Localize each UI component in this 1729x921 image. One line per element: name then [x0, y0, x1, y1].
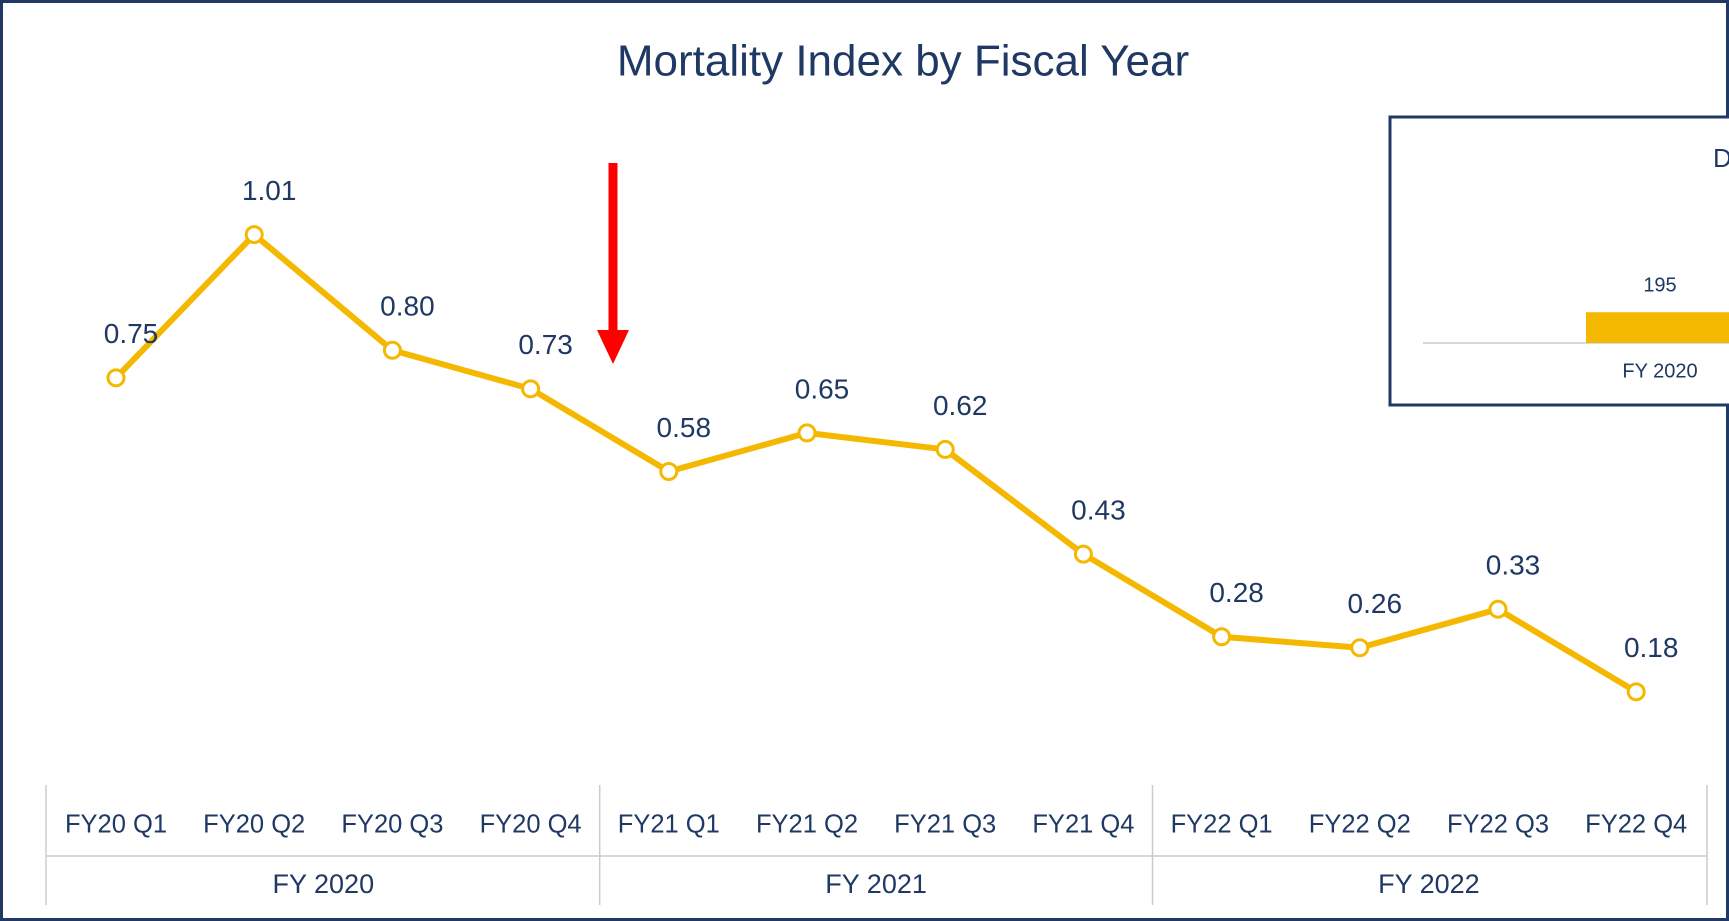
data-label: 0.62: [933, 390, 988, 421]
x-tick-label: FY21 Q2: [756, 811, 858, 839]
data-label: 195: [1643, 274, 1676, 296]
marker: [1488, 599, 1508, 619]
line: [113, 231, 1638, 695]
chart-title: Mortality Index by Fiscal Year: [617, 37, 1189, 86]
data-label: 1.01: [242, 175, 297, 206]
inset-box: [1388, 115, 1729, 407]
group-label: FY 2022: [1378, 869, 1480, 899]
annotation-arrow: [597, 163, 629, 364]
data-label: 0.75: [104, 318, 159, 349]
marker: [1212, 627, 1232, 647]
marker: [935, 439, 955, 459]
x-tick-label: FY22 Q2: [1309, 811, 1411, 839]
x-tick-label: FY20 Q1: [65, 811, 167, 839]
x-tick-label: FY 2020: [1622, 360, 1697, 382]
x-tick-label: FY21 Q4: [1032, 811, 1134, 839]
data-label: 0.43: [1071, 494, 1126, 525]
marker: [382, 340, 402, 360]
group-label: FY 2021: [825, 869, 927, 899]
data-label: 0.65: [795, 373, 850, 404]
x-tick-label: FY21 Q3: [894, 811, 996, 839]
data-label: 0.26: [1348, 588, 1403, 619]
marker: [659, 461, 679, 481]
data-label: 0.80: [380, 291, 435, 322]
data-label: 0.28: [1209, 577, 1264, 608]
data-label: 0.73: [518, 329, 573, 360]
marker: [521, 379, 541, 399]
x-tick-label: FY22 Q4: [1585, 811, 1687, 839]
data-label: 0.18: [1624, 632, 1679, 663]
marker: [1626, 682, 1646, 702]
group-label: FY 2020: [273, 869, 375, 899]
x-tick-label: FY20 Q3: [341, 811, 443, 839]
data-label: 0.33: [1486, 550, 1541, 581]
x-tick-label: FY22 Q3: [1447, 811, 1549, 839]
x-tick-label: FY22 Q1: [1171, 811, 1273, 839]
marker: [1073, 544, 1093, 564]
x-tick-label: FY21 Q1: [618, 811, 720, 839]
data-label: 0.58: [657, 412, 712, 443]
marker: [1350, 638, 1370, 658]
x-tick-label: FY20 Q2: [203, 811, 305, 839]
marker: [244, 225, 264, 245]
bar: [1586, 312, 1729, 343]
x-tick-label: FY20 Q4: [480, 811, 582, 839]
marker: [797, 423, 817, 443]
marker: [106, 368, 126, 388]
inset-title: D: [1713, 143, 1729, 173]
